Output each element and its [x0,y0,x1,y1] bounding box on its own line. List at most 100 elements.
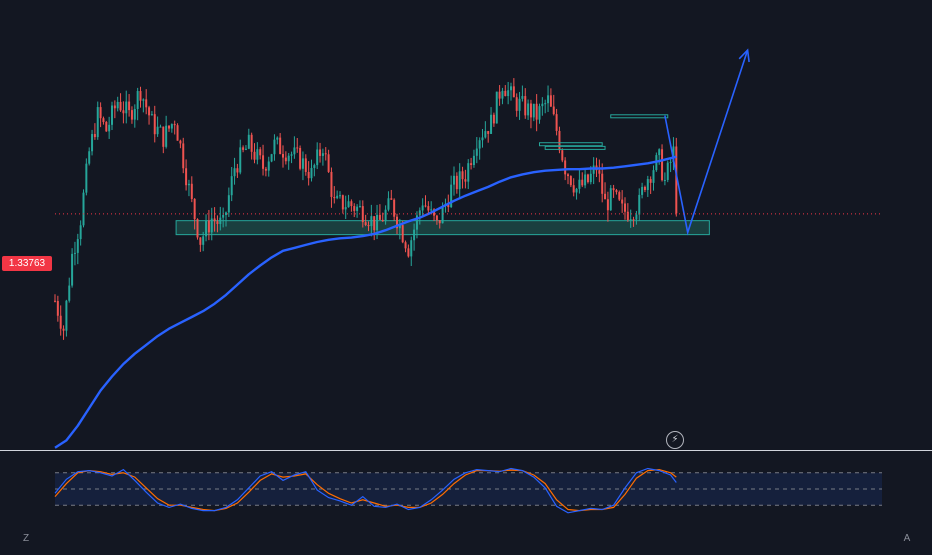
candle-body [381,219,384,222]
candle-body [512,86,515,98]
candle-body [59,315,62,329]
candle-body [93,134,96,138]
auto-scale-button[interactable]: A [903,533,911,544]
candle [102,116,105,125]
candle-body [102,118,105,122]
candle [669,157,672,173]
candle [430,201,433,213]
candle [207,209,210,241]
candle-body [287,155,290,162]
candle [227,187,230,218]
candle-body [478,140,481,149]
candle [162,126,165,154]
candle [544,99,547,114]
candle [652,165,655,191]
candle [618,190,621,202]
candle-body [652,170,655,183]
candle [270,153,273,163]
candle-body [367,224,370,227]
candle [111,101,113,130]
candle-body [421,205,424,211]
candle-body [561,150,564,161]
candle [56,295,59,322]
candle-body [598,170,601,174]
candle-body [572,185,575,193]
candle [76,233,79,265]
candle [512,78,515,98]
candle [307,161,310,186]
candle-body [584,174,587,186]
candle-body [481,137,484,141]
candle [264,166,267,177]
candle-body [632,219,635,221]
candle [159,124,162,128]
candle-body [273,139,276,155]
candle [136,87,139,121]
candle [370,204,373,237]
candle [108,116,111,139]
resistance-level-box [539,142,603,147]
candle [455,172,458,194]
candle-body [396,216,398,229]
candle [381,212,384,222]
candle-body [578,179,581,189]
candle [586,173,589,184]
candle-body [626,211,629,221]
candle-body [646,179,649,191]
candle [649,176,652,194]
candle-body [216,221,219,224]
candle-body [253,151,256,160]
candle [253,143,256,164]
candle-body [641,186,644,195]
candle [196,218,199,240]
candle [176,123,179,141]
candle-body [604,193,607,200]
candle [185,159,188,191]
candle-body [415,215,418,230]
candle-body [575,188,578,193]
candle [233,157,236,185]
candle-body [666,162,669,180]
candle-body [475,148,478,156]
candle [672,137,675,171]
candle [641,182,644,199]
candle [242,145,245,153]
candle-body [279,137,282,155]
zoom-button[interactable]: Z [22,533,30,544]
candle-body [76,239,79,253]
candle [222,207,225,228]
candle-body [96,107,99,138]
candle [624,197,626,220]
candle [487,130,490,143]
candle [638,188,641,221]
stochastic-oscillator-pane[interactable] [54,467,882,514]
candle [621,190,624,213]
candle [524,88,527,119]
candle-body [170,124,173,129]
candle [153,105,156,143]
candle-body [179,140,182,144]
candle-body [358,206,361,208]
candle-body [205,220,208,237]
lightning-icon[interactable]: ⚡ [666,431,684,449]
candle [262,144,265,176]
candles-layer[interactable] [54,78,678,340]
candle [467,159,470,190]
candle [478,137,481,160]
candle-body [321,153,324,156]
candle [344,195,347,219]
candle-body [470,163,473,165]
candle [413,223,416,251]
candle [250,132,253,160]
candle-body [555,114,558,131]
candle [133,104,136,128]
candle-body [136,91,139,109]
candle [418,207,421,225]
candle-body [638,194,641,215]
candle-body [159,126,162,128]
candle [128,94,131,117]
candle [510,82,512,101]
candle [396,213,398,235]
